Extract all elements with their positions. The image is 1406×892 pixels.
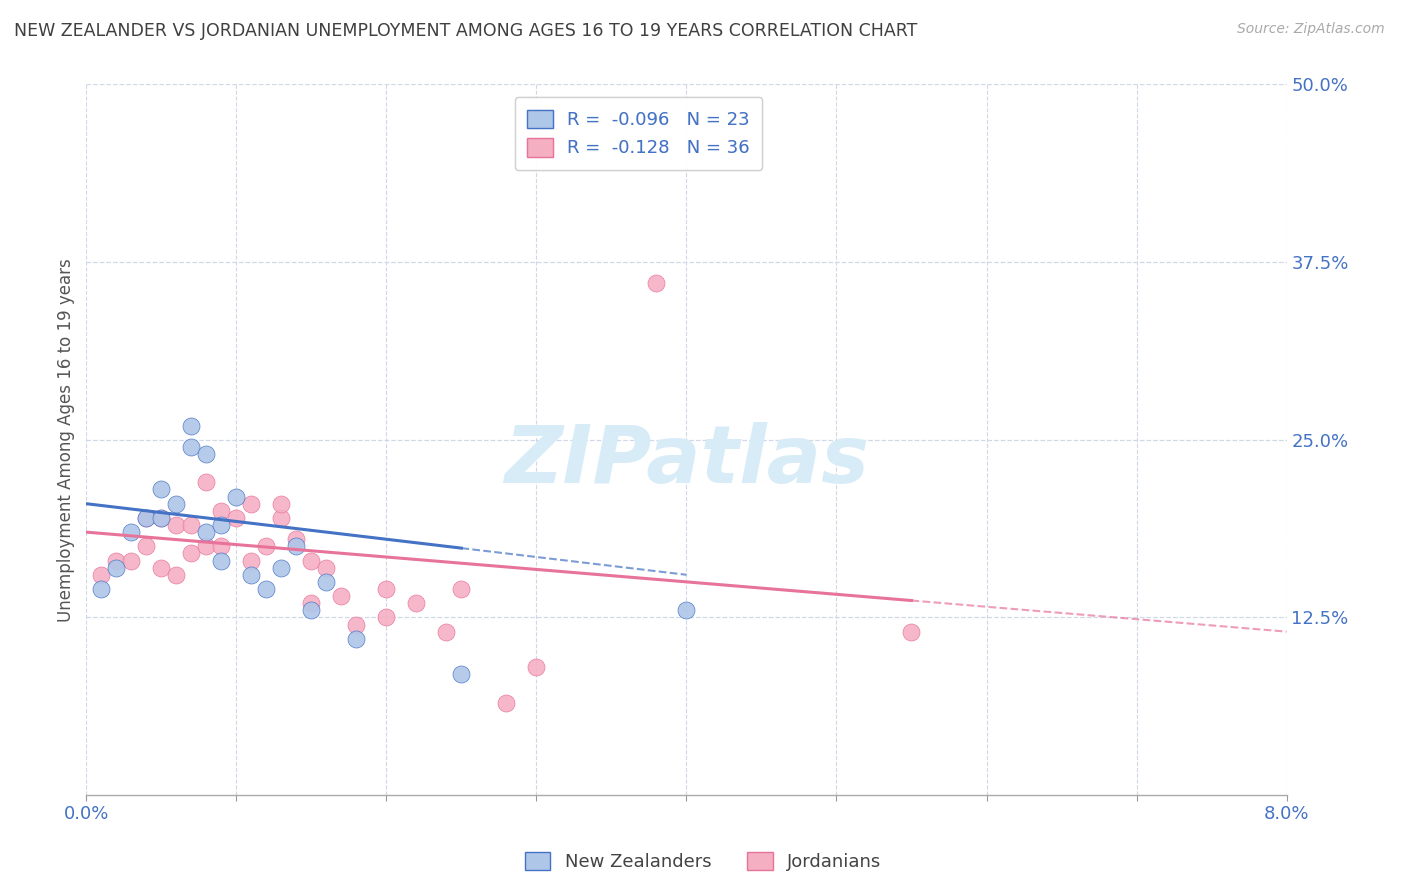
- Point: [180, 418, 202, 433]
- Point: [299, 553, 322, 567]
- Point: [285, 539, 308, 553]
- Text: NEW ZEALANDER VS JORDANIAN UNEMPLOYMENT AMONG AGES 16 TO 19 YEARS CORRELATION CH: NEW ZEALANDER VS JORDANIAN UNEMPLOYMENT …: [14, 22, 918, 40]
- Text: Source: ZipAtlas.com: Source: ZipAtlas.com: [1237, 22, 1385, 37]
- Point: [434, 624, 457, 639]
- Point: [90, 567, 112, 582]
- Point: [195, 447, 218, 461]
- Point: [254, 539, 277, 553]
- Point: [225, 511, 247, 525]
- Point: [344, 632, 367, 646]
- Point: [900, 624, 922, 639]
- Point: [299, 596, 322, 610]
- Point: [180, 518, 202, 533]
- Point: [225, 490, 247, 504]
- Point: [270, 497, 292, 511]
- Point: [120, 525, 142, 540]
- Point: [209, 539, 232, 553]
- Point: [150, 560, 173, 574]
- Point: [299, 603, 322, 617]
- Point: [165, 497, 187, 511]
- Point: [285, 533, 308, 547]
- Point: [150, 483, 173, 497]
- Point: [135, 511, 157, 525]
- Point: [450, 582, 472, 596]
- Point: [120, 553, 142, 567]
- Point: [344, 617, 367, 632]
- Point: [495, 696, 517, 710]
- Point: [526, 660, 548, 674]
- Text: ZIPatlas: ZIPatlas: [503, 422, 869, 500]
- Point: [375, 582, 398, 596]
- Point: [405, 596, 427, 610]
- Point: [270, 511, 292, 525]
- Point: [165, 518, 187, 533]
- Point: [209, 504, 232, 518]
- Point: [254, 582, 277, 596]
- Point: [105, 560, 128, 574]
- Point: [150, 511, 173, 525]
- Point: [375, 610, 398, 624]
- Point: [315, 574, 337, 589]
- Point: [195, 525, 218, 540]
- Point: [315, 560, 337, 574]
- Point: [105, 553, 128, 567]
- Legend: New Zealanders, Jordanians: New Zealanders, Jordanians: [517, 845, 889, 879]
- Point: [180, 546, 202, 560]
- Point: [209, 518, 232, 533]
- Point: [135, 511, 157, 525]
- Point: [195, 539, 218, 553]
- Point: [450, 667, 472, 681]
- Point: [330, 589, 353, 603]
- Point: [240, 553, 263, 567]
- Y-axis label: Unemployment Among Ages 16 to 19 years: Unemployment Among Ages 16 to 19 years: [58, 258, 75, 622]
- Point: [240, 497, 263, 511]
- Point: [270, 560, 292, 574]
- Point: [675, 603, 697, 617]
- Point: [165, 567, 187, 582]
- Legend: R =  -0.096   N = 23, R =  -0.128   N = 36: R = -0.096 N = 23, R = -0.128 N = 36: [515, 97, 762, 170]
- Point: [645, 277, 668, 291]
- Point: [240, 567, 263, 582]
- Point: [150, 511, 173, 525]
- Point: [180, 440, 202, 454]
- Point: [135, 539, 157, 553]
- Point: [90, 582, 112, 596]
- Point: [195, 475, 218, 490]
- Point: [209, 553, 232, 567]
